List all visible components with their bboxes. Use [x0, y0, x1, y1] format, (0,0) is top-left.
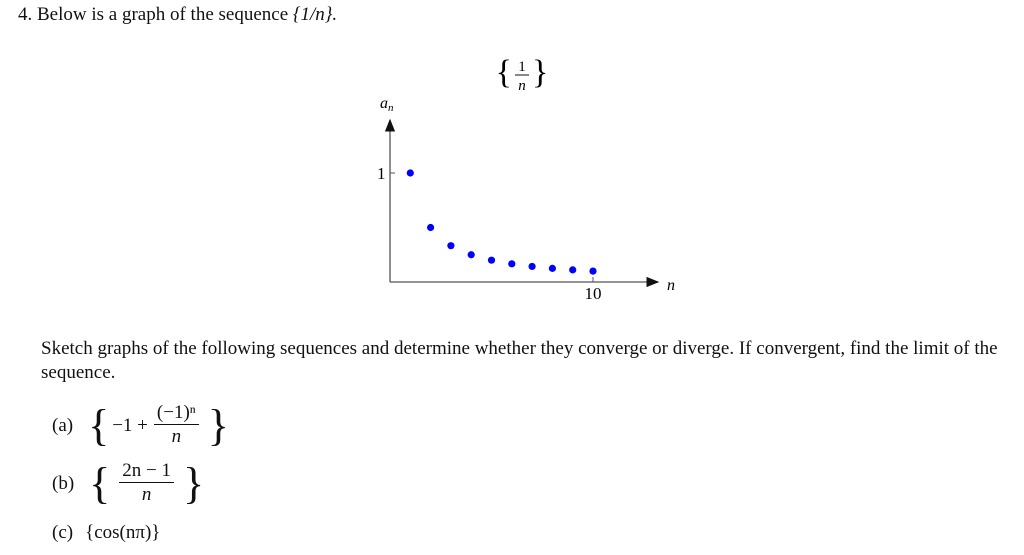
data-point-8: [548, 264, 557, 272]
fraction: 2n − 1 n: [119, 460, 174, 507]
item-b: (b) { 2n − 1 n }: [52, 460, 207, 507]
data-point-5: [487, 256, 496, 264]
data-point-3: [447, 242, 455, 250]
data-points: [406, 169, 597, 275]
title-right-brace: }: [532, 54, 548, 91]
x-tick-label: 10: [585, 284, 602, 303]
numerator: 2n − 1: [119, 460, 174, 483]
title-numerator: 1: [518, 59, 526, 75]
right-brace: }: [207, 400, 229, 450]
data-point-6: [508, 260, 516, 268]
item-label: (a): [52, 414, 74, 436]
item-c: (c) {cos(nπ)}: [52, 522, 160, 544]
question-heading: 4. Below is a graph of the sequence {1/n…: [18, 4, 337, 26]
data-point-2: [427, 223, 435, 232]
instructions: Sketch graphs of the following sequences…: [41, 338, 998, 383]
data-point-7: [528, 262, 536, 271]
data-point-9: [569, 266, 577, 274]
fraction: (−1)ⁿ n: [153, 402, 199, 449]
denominator: n: [141, 484, 152, 505]
item-prefix: −1 +: [112, 414, 148, 436]
right-brace: }: [183, 458, 205, 508]
y-tick-label: 1: [377, 164, 386, 183]
y-axis-label: an: [380, 95, 394, 114]
sequence-graph: { 1 n } an n 1 10: [377, 54, 675, 303]
left-brace: {: [88, 400, 110, 450]
x-axis-label: n: [667, 277, 675, 294]
denominator: n: [171, 426, 182, 447]
left-brace: {: [89, 458, 111, 508]
data-point-10: [589, 267, 597, 275]
data-point-4: [467, 251, 475, 259]
question-sequence: {1/n}.: [292, 4, 338, 25]
item-label: (b): [52, 472, 75, 494]
chart-title: { 1 n }: [496, 54, 549, 94]
data-point-1: [406, 169, 414, 177]
title-left-brace: {: [496, 54, 512, 91]
question-number: 4.: [18, 4, 33, 25]
item-expression: {cos(nπ)}: [85, 522, 161, 543]
item-label: (c): [52, 522, 74, 543]
question-text: Below is a graph of the sequence: [37, 4, 289, 25]
item-a: (a) { −1 + (−1)ⁿ n }: [52, 402, 232, 449]
title-denominator: n: [518, 78, 526, 94]
numerator: (−1)ⁿ: [153, 402, 199, 425]
